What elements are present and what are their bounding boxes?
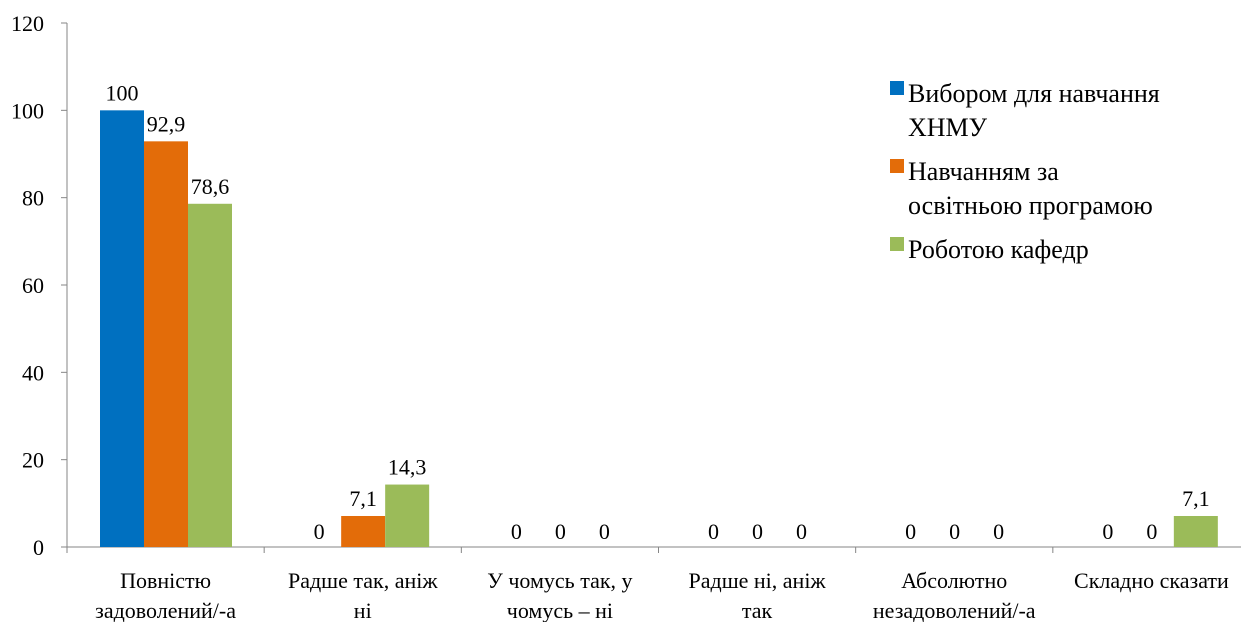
axes: 0 20 40 60 80 100 120: [11, 11, 1241, 560]
y-tick-label: 0: [33, 535, 44, 560]
y-tick-label: 120: [11, 11, 44, 36]
data-label: 0: [555, 519, 566, 544]
data-label: 92,9: [147, 111, 186, 136]
legend-swatch: [890, 159, 904, 173]
category-label: так: [742, 598, 773, 622]
legend-label: освітньою програмою: [908, 191, 1153, 220]
data-label: 0: [599, 519, 610, 544]
data-label: 0: [708, 519, 719, 544]
y-tick-label: 100: [11, 98, 44, 123]
category-label: чомусь – ні: [507, 598, 613, 622]
legend-label: Роботою кафедр: [908, 235, 1089, 264]
legend-label: ХНМУ: [908, 113, 988, 142]
data-label: 0: [796, 519, 807, 544]
data-label: 0: [1102, 519, 1113, 544]
data-label: 0: [949, 519, 960, 544]
bars: [100, 110, 1218, 547]
data-label: 7,1: [1182, 486, 1210, 511]
data-label: 78,6: [191, 174, 230, 199]
category-label: Повністю: [120, 568, 211, 593]
bar: [1173, 515, 1218, 547]
bar: [188, 203, 232, 547]
y-tick-label: 20: [22, 448, 44, 473]
bar: [100, 110, 144, 547]
data-label: 0: [905, 519, 916, 544]
category-label: Радше так, аніж: [288, 568, 438, 593]
legend: Вибором для навчання ХНМУ Навчанням за осві…: [890, 79, 1160, 264]
data-labels: 100 0 0 0 0 0 92,9 7,1 0 0 0 0 78,6 14,3 0 0 0 7,1: [106, 80, 1210, 544]
category-label: ні: [354, 598, 372, 622]
data-label: 0: [511, 519, 522, 544]
legend-label: Навчанням за: [908, 157, 1059, 186]
y-tick-label: 60: [22, 273, 44, 298]
category-label: незадоволений/-а: [873, 598, 1036, 622]
category-label: задоволений/-а: [95, 598, 236, 622]
legend-label: Вибором для навчання: [908, 79, 1160, 108]
legend-swatch: [890, 237, 904, 251]
bar: [144, 141, 188, 547]
y-tick-label: 40: [22, 360, 44, 385]
bar: [385, 484, 430, 547]
category-label: Абсолютно: [901, 568, 1007, 593]
data-label: 0: [752, 519, 763, 544]
data-label: 0: [993, 519, 1004, 544]
category-label: У чомусь так, у: [487, 568, 632, 593]
legend-swatch: [890, 81, 904, 95]
data-label: 0: [1146, 519, 1157, 544]
category-label: Радше ні, аніж: [689, 568, 827, 593]
category-label: Складно сказати: [1074, 568, 1229, 593]
data-label: 0: [314, 519, 325, 544]
data-label: 100: [106, 80, 139, 105]
y-tick-label: 80: [22, 186, 44, 211]
bar: [341, 515, 386, 547]
data-label: 7,1: [349, 486, 377, 511]
category-labels: Повністю задоволений/-а Радше так, аніж ні У…: [95, 568, 1229, 623]
data-label: 14,3: [388, 455, 427, 480]
